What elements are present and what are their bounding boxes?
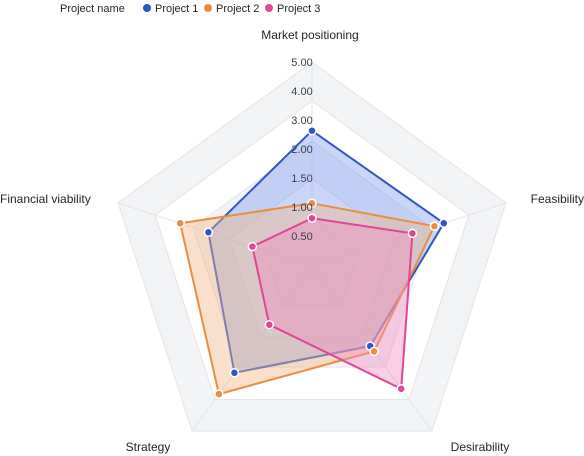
data-point-project-3[interactable]: [247, 241, 258, 252]
data-point-project-2[interactable]: [369, 346, 379, 357]
tick-label: 1.50: [291, 173, 312, 185]
tick-label: 1.00: [291, 202, 312, 214]
radar-spoke: [191, 265, 313, 432]
tick-label: 4.00: [291, 86, 312, 98]
tick-label: 3.00: [291, 115, 312, 127]
data-point-project-3[interactable]: [396, 384, 406, 394]
tick-label: 0.50: [291, 231, 312, 243]
legend-swatch-project-3: [264, 3, 274, 13]
data-point-project-1[interactable]: [203, 227, 214, 238]
data-point-project-1[interactable]: [229, 368, 240, 378]
data-point-project-1[interactable]: [439, 218, 449, 228]
legend-title: Project name: [60, 3, 125, 15]
data-point-project-3[interactable]: [264, 319, 275, 330]
data-point-project-3[interactable]: [307, 213, 317, 223]
legend-label-project-1[interactable]: Project 1: [155, 3, 198, 15]
axis-label-feasibility: Feasibility: [531, 192, 584, 206]
tick-label: 2.00: [291, 144, 312, 156]
legend: Project name Project 1 Project 2 Project 3: [60, 3, 320, 15]
radar-axis-labels: Market positioning Feasibility Desirabilit…: [0, 28, 584, 454]
legend-swatch-project-2: [203, 3, 213, 13]
radar-spoke: [117, 202, 313, 267]
axis-label-desirability: Desirability: [451, 440, 510, 454]
axis-label-financial-viability: Financial viability: [0, 192, 91, 206]
data-point-project-2[interactable]: [429, 221, 440, 231]
data-point-project-1[interactable]: [307, 125, 317, 136]
legend-swatch-project-1: [142, 3, 152, 13]
data-point-project-2[interactable]: [214, 389, 224, 399]
radar-tick-labels: 0.50 1.00 1.50 2.00 3.00 4.00 5.00: [291, 57, 312, 243]
legend-label-project-3[interactable]: Project 3: [277, 3, 320, 15]
data-point-project-3[interactable]: [407, 228, 418, 239]
legend-label-project-2[interactable]: Project 2: [216, 3, 259, 15]
axis-label-strategy: Strategy: [126, 440, 171, 454]
axis-label-market-positioning: Market positioning: [261, 28, 358, 42]
data-point-project-2[interactable]: [307, 198, 317, 209]
tick-label: 5.00: [291, 57, 312, 69]
radar-series: [175, 125, 449, 399]
data-point-project-2[interactable]: [175, 218, 185, 228]
